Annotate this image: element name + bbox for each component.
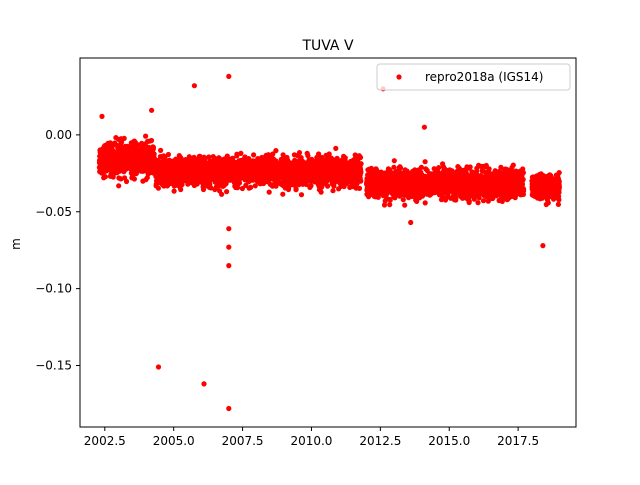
data-point xyxy=(239,185,245,192)
data-point xyxy=(326,151,332,157)
data-point xyxy=(436,165,442,171)
data-point xyxy=(445,191,451,198)
data-point xyxy=(251,152,257,158)
data-point xyxy=(387,202,393,208)
data-point xyxy=(485,198,491,204)
data-point xyxy=(123,178,130,185)
data-point xyxy=(121,135,127,141)
data-point xyxy=(131,176,137,182)
data-point xyxy=(206,154,212,160)
data-point xyxy=(453,194,459,200)
data-point xyxy=(308,183,314,189)
data-point xyxy=(342,155,348,161)
data-point xyxy=(358,169,364,176)
data-point xyxy=(248,184,254,190)
data-point xyxy=(150,144,156,150)
data-point xyxy=(330,188,336,194)
data-point xyxy=(316,151,322,157)
data-point xyxy=(358,161,364,167)
data-point xyxy=(191,154,197,160)
data-point xyxy=(296,150,303,156)
data-point xyxy=(318,189,324,195)
data-point xyxy=(178,186,184,193)
data-point xyxy=(246,156,252,162)
data-point xyxy=(270,151,276,157)
data-point xyxy=(391,158,397,164)
data-point xyxy=(466,198,472,204)
data-point xyxy=(238,150,244,156)
data-point xyxy=(143,133,149,139)
data-point xyxy=(165,151,171,158)
y-axis-label: m xyxy=(9,238,23,250)
data-point xyxy=(158,147,164,153)
data-point xyxy=(332,179,338,186)
data-point xyxy=(266,189,272,195)
data-point xyxy=(234,151,240,157)
data-point xyxy=(280,191,286,197)
data-points xyxy=(96,73,563,412)
data-point xyxy=(202,156,208,162)
data-point xyxy=(148,137,155,144)
data-point xyxy=(252,183,258,189)
data-point xyxy=(400,197,406,203)
data-point xyxy=(475,200,481,206)
data-point xyxy=(236,180,243,186)
data-point xyxy=(386,167,393,173)
data-point xyxy=(358,178,364,184)
data-point xyxy=(333,145,339,151)
data-point xyxy=(223,181,229,187)
data-point xyxy=(200,186,207,193)
data-point xyxy=(480,198,487,204)
data-point xyxy=(492,168,498,174)
data-point xyxy=(280,152,286,158)
data-point xyxy=(418,164,424,170)
data-point xyxy=(381,202,388,208)
data-point xyxy=(273,148,279,154)
data-point xyxy=(469,169,475,175)
data-point xyxy=(520,176,526,183)
data-point xyxy=(219,191,225,197)
data-point xyxy=(119,139,125,145)
data-point xyxy=(325,183,331,189)
data-point xyxy=(116,183,122,189)
data-point xyxy=(303,181,309,187)
data-point xyxy=(186,154,192,160)
data-point xyxy=(102,174,108,180)
data-point xyxy=(293,186,299,192)
data-point xyxy=(230,155,236,161)
data-point xyxy=(224,189,230,195)
data-point xyxy=(510,162,516,168)
data-point xyxy=(476,195,482,201)
data-point xyxy=(387,197,393,203)
data-point xyxy=(151,151,157,157)
chart-title: TUVA V xyxy=(301,38,354,54)
data-point xyxy=(422,159,428,165)
data-point xyxy=(402,202,408,208)
data-point xyxy=(298,192,305,198)
data-point xyxy=(286,185,292,191)
data-point xyxy=(305,153,311,159)
data-point xyxy=(422,200,428,206)
data-point xyxy=(397,165,404,171)
data-point xyxy=(208,185,214,191)
data-point xyxy=(357,154,364,161)
data-point xyxy=(356,185,363,191)
data-point xyxy=(197,153,203,159)
data-point xyxy=(467,164,473,170)
data-point xyxy=(486,166,492,172)
data-point xyxy=(498,164,504,170)
data-point xyxy=(171,188,177,194)
data-point xyxy=(391,164,397,170)
data-point xyxy=(155,185,161,191)
